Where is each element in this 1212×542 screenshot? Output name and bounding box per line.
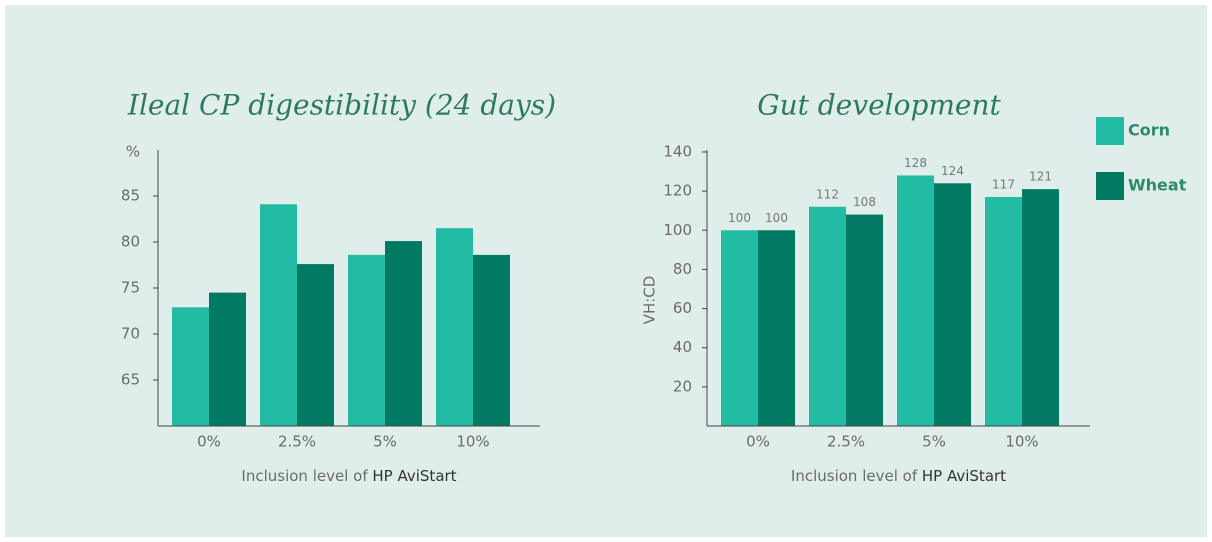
bar [809,206,846,426]
bar [473,254,510,426]
y-tick-label: 70 [121,325,140,343]
bar [260,204,297,426]
value-label: 100 [728,211,751,225]
y-tick-label: 40 [673,338,692,356]
bar [436,228,473,426]
y-tick-label: 100 [663,221,692,239]
y-axis-label: VH:CD [641,276,659,325]
value-label: 100 [765,211,788,225]
x-axis-label-emphasis: HP AviStart [372,467,456,485]
value-label: 121 [1029,170,1052,184]
y-tick-label: 20 [673,377,692,395]
value-label: 108 [853,195,876,209]
bar [209,292,246,426]
chart-title: Gut development [757,89,1001,122]
bar [985,196,1022,426]
y-tick-label: 80 [673,260,692,278]
x-tick-label: 10% [456,433,489,451]
bar [1022,189,1059,426]
legend-swatch [1096,117,1124,145]
value-label: 117 [992,177,1015,191]
y-axis-label: % [126,143,140,161]
bar [758,230,795,426]
y-tick-label: 85 [121,187,140,205]
x-tick-label: 10% [1005,433,1038,451]
y-tick-label: 140 [663,142,692,160]
bar [297,264,334,426]
x-tick-label: 0% [746,433,770,451]
legend-swatch [1096,172,1124,200]
x-tick-label: 5% [922,433,946,451]
y-tick-label: 60 [673,299,692,317]
value-label: 128 [904,156,927,170]
value-label: 124 [941,164,964,178]
x-tick-label: 2.5% [278,433,316,451]
bar [846,214,883,426]
bar [721,230,758,426]
chart-title: Ileal CP digestibility (24 days) [127,89,556,122]
x-axis-label: Inclusion level of HP AviStart [241,467,456,485]
y-tick-label: 75 [121,279,140,297]
bar [348,254,385,426]
y-tick-label: 80 [121,233,140,251]
x-tick-label: 2.5% [827,433,865,451]
legend-label: Corn [1128,121,1170,140]
x-tick-label: 5% [373,433,397,451]
x-tick-label: 0% [197,433,221,451]
legend-label: Wheat [1128,176,1187,195]
y-tick-label: 120 [663,182,692,200]
value-label: 112 [816,187,839,201]
y-tick-label: 65 [121,371,140,389]
x-axis-label-text: Inclusion level of [791,467,918,485]
x-axis-label-emphasis: HP AviStart [922,467,1006,485]
bar [897,175,934,426]
bar [172,307,209,426]
x-axis-label-text: Inclusion level of [241,467,368,485]
x-axis-label: Inclusion level of HP AviStart [791,467,1006,485]
bar [934,183,971,426]
bar [385,241,422,426]
